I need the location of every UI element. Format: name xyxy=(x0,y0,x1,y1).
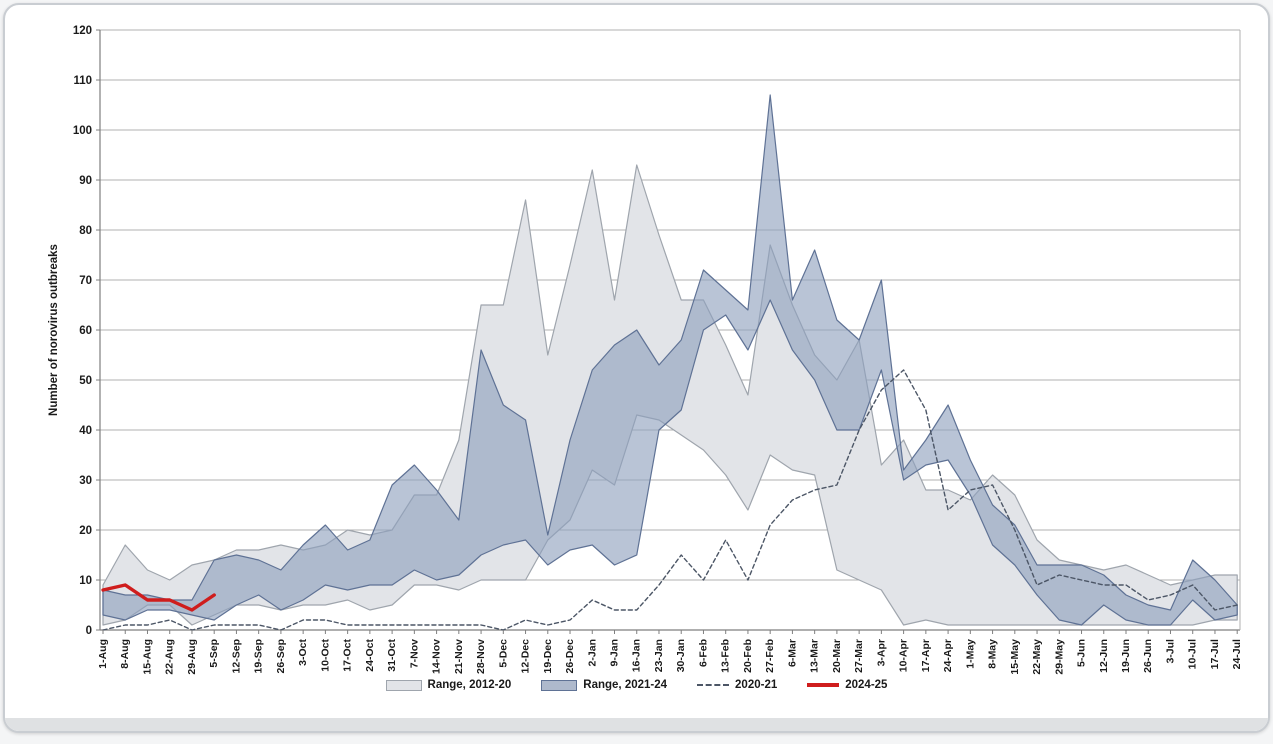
y-axis-title: Number of norovirus outbreaks xyxy=(48,244,60,416)
x-axis-tick-label: 3-Apr xyxy=(875,639,887,666)
x-axis-tick-label: 10-Oct xyxy=(319,639,331,672)
x-axis-tick-label: 12-Dec xyxy=(520,639,532,674)
x-axis-tick-label: 8-Aug xyxy=(119,639,131,669)
x-axis-tick-label: 19-Dec xyxy=(542,639,554,674)
y-axis-tick-label: 100 xyxy=(73,125,92,137)
y-axis-tick-label: 90 xyxy=(79,175,92,187)
x-axis-tick-label: 1-May xyxy=(964,639,976,669)
x-axis-tick-label: 20-Feb xyxy=(742,639,754,673)
x-axis-tick-label: 10-Jul xyxy=(1187,639,1199,669)
x-axis-tick-label: 12-Jun xyxy=(1098,639,1110,673)
window-bottom-strip xyxy=(5,718,1268,731)
x-axis-tick-label: 28-Nov xyxy=(475,639,487,674)
x-axis-tick-label: 13-Mar xyxy=(809,639,821,673)
y-axis-tick-label: 10 xyxy=(79,575,92,587)
y-axis-tick-label: 0 xyxy=(86,625,92,637)
x-axis-tick-label: 24-Jul xyxy=(1231,639,1243,669)
x-axis-tick-label: 6-Mar xyxy=(786,639,798,667)
x-axis-tick-label: 26-Jun xyxy=(1142,639,1154,673)
x-axis-tick-label: 17-Jul xyxy=(1209,639,1221,669)
band-series-1 xyxy=(102,94,1238,626)
x-axis-tick-label: 27-Mar xyxy=(853,639,865,673)
x-axis-tick-label: 21-Nov xyxy=(453,639,465,674)
line-series-2 xyxy=(102,369,1238,631)
x-axis-tick-label: 15-Aug xyxy=(141,639,153,675)
x-axis-tick-label: 24-Apr xyxy=(942,639,954,672)
x-axis-tick-label: 12-Sep xyxy=(230,639,242,673)
x-axis-tick-label: 22-May xyxy=(1031,639,1043,675)
y-axis-tick-label: 110 xyxy=(73,75,92,87)
y-axis-tick-label: 30 xyxy=(79,475,92,487)
x-axis-tick-label: 27-Feb xyxy=(764,639,776,673)
x-axis-tick-label: 8-May xyxy=(987,639,999,669)
y-axis-tick-label: 70 xyxy=(79,275,92,287)
y-axis-tick-label: 80 xyxy=(79,225,92,237)
x-axis-tick-label: 10-Apr xyxy=(898,639,910,672)
x-axis-tick-label: 13-Feb xyxy=(720,639,732,673)
x-axis-tick-label: 19-Jun xyxy=(1120,639,1132,673)
x-axis-tick-label: 26-Sep xyxy=(275,639,287,673)
x-axis-tick-label: 9-Jan xyxy=(609,639,621,666)
x-axis-tick-label: 23-Jan xyxy=(653,639,665,672)
x-axis-tick-label: 19-Sep xyxy=(253,639,265,673)
x-axis-tick-label: 30-Jan xyxy=(675,639,687,672)
y-axis-tick-label: 40 xyxy=(79,425,92,437)
x-axis-tick-label: 26-Dec xyxy=(564,639,576,674)
x-axis-tick-label: 3-Jul xyxy=(1164,639,1176,664)
line-series-3 xyxy=(101,583,216,612)
x-axis-tick-label: 29-Aug xyxy=(186,639,198,675)
x-axis-tick-label: 3-Oct xyxy=(297,639,309,666)
x-axis-tick-label: 17-Apr xyxy=(920,639,932,672)
x-axis-tick-label: 20-Mar xyxy=(831,639,843,673)
x-axis-tick-label: 7-Nov xyxy=(408,639,420,668)
x-axis-tick-label: 15-May xyxy=(1009,639,1021,675)
x-axis-tick-label: 1-Aug xyxy=(97,639,109,669)
x-axis-tick-label: 5-Jun xyxy=(1076,639,1088,667)
x-axis-tick-label: 29-May xyxy=(1053,639,1065,675)
x-axis-tick-label: 22-Aug xyxy=(164,639,176,675)
y-axis-tick-label: 50 xyxy=(79,375,92,387)
x-axis-tick-label: 17-Oct xyxy=(342,639,354,672)
x-axis-tick-label: 6-Feb xyxy=(697,639,709,667)
x-axis-tick-label: 5-Dec xyxy=(497,639,509,668)
x-axis-tick-label: 24-Oct xyxy=(364,639,376,672)
x-axis-tick-label: 16-Jan xyxy=(631,639,643,672)
x-axis-tick-label: 14-Nov xyxy=(431,639,443,674)
x-axis-tick-label: 2-Jan xyxy=(586,639,598,666)
x-axis-tick-label: 5-Sep xyxy=(208,639,220,668)
y-axis-tick-label: 120 xyxy=(73,25,92,37)
y-axis-tick-label: 60 xyxy=(79,325,92,337)
y-axis-tick-label: 20 xyxy=(79,525,92,537)
x-axis-tick-label: 31-Oct xyxy=(386,639,398,672)
